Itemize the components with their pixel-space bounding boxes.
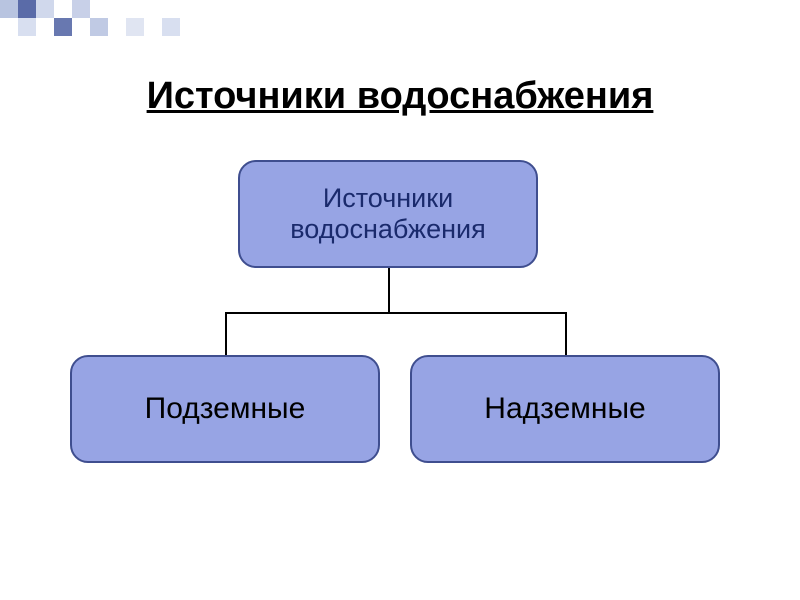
deco-square bbox=[144, 18, 162, 36]
node-label-line1: Источники bbox=[290, 183, 486, 214]
node-root: Источникиводоснабжения bbox=[238, 160, 538, 268]
node-label: Источникиводоснабжения bbox=[290, 183, 486, 245]
deco-square bbox=[90, 18, 108, 36]
deco-square bbox=[36, 0, 54, 18]
connector-left-down bbox=[225, 312, 227, 355]
deco-square bbox=[72, 0, 90, 18]
deco-square bbox=[162, 18, 180, 36]
deco-square bbox=[126, 18, 144, 36]
deco-square bbox=[18, 0, 36, 18]
deco-square bbox=[72, 18, 90, 36]
node-left: Подземные bbox=[70, 355, 380, 463]
page-title: Источники водоснабжения bbox=[0, 75, 800, 118]
node-label: Подземные bbox=[145, 392, 306, 426]
connector-root-down bbox=[388, 268, 390, 312]
hierarchy-diagram: Источникиводоснабжения Подземные Надземные bbox=[0, 160, 800, 560]
deco-square bbox=[18, 18, 36, 36]
deco-square bbox=[36, 18, 54, 36]
node-right: Надземные bbox=[410, 355, 720, 463]
deco-square bbox=[54, 0, 72, 18]
connector-horizontal bbox=[225, 312, 565, 314]
node-label: Надземные bbox=[484, 392, 645, 426]
title-text: Источники водоснабжения bbox=[147, 75, 654, 117]
deco-square bbox=[0, 18, 18, 36]
connector-right-down bbox=[565, 312, 567, 355]
deco-square bbox=[0, 0, 18, 18]
node-label-line2: водоснабжения bbox=[290, 214, 486, 245]
deco-square bbox=[54, 18, 72, 36]
deco-square bbox=[108, 18, 126, 36]
corner-decoration bbox=[0, 0, 240, 50]
